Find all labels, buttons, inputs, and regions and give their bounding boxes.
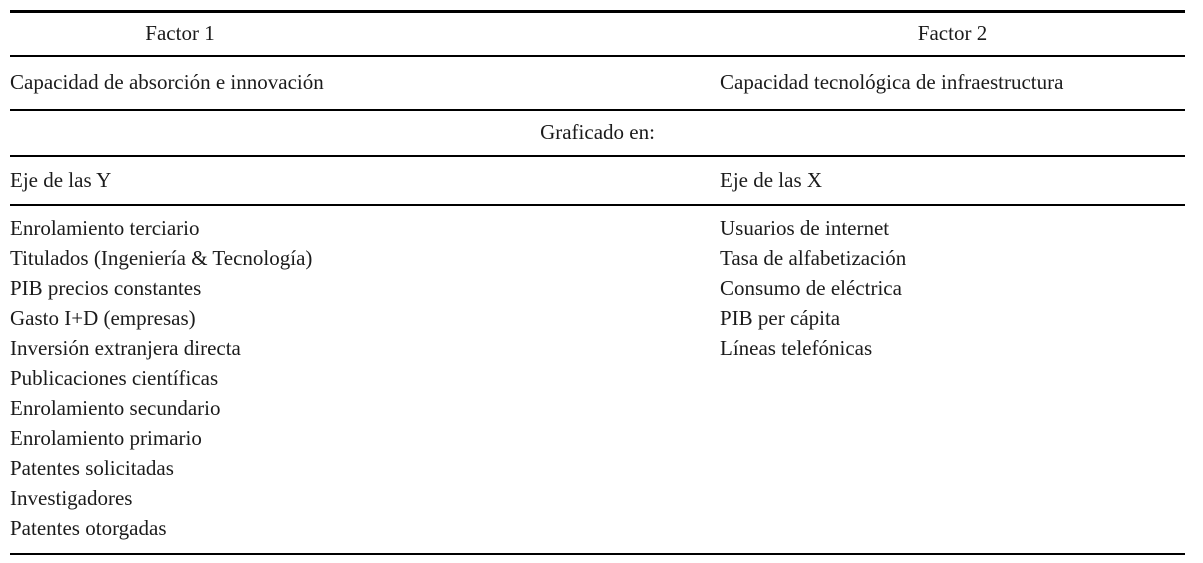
variable-item: Inversión extranjera directa [10,335,241,360]
table-mid-rule [10,203,1185,206]
graficado-label: Graficado en: [540,120,655,144]
variable-item: Publicaciones científicas [10,365,219,390]
table-mid-rule [10,54,1185,57]
variable-item: Enrolamiento primario [10,425,202,450]
variable-item: Enrolamiento secundario [10,395,221,420]
variable-item: Titulados (Ingeniería & Tecnología) [10,245,313,270]
variable-item: Patentes solicitadas [10,455,174,480]
variable-item: PIB precios constantes [10,275,202,300]
factor-name-row: Capacidad de absorción e innovación Capa… [10,57,1185,109]
variable-item: Líneas telefónicas [720,335,873,360]
factor-1-variable-list: Enrolamiento terciario Titulados (Ingenie… [10,213,350,543]
variable-item: Enrolamiento terciario [10,215,200,240]
variable-item: Gasto I+D (empresas) [10,305,196,330]
variable-item: PIB per cápita [720,305,841,330]
variable-item: Tasa de alfabetización [720,245,907,270]
axis-row: Eje de las Y Eje de las X [10,157,1185,204]
table-header-row: Factor 1 Factor 2 [10,13,1185,55]
factor-2-variable-list: Usuarios de internet Tasa de alfabetizaci… [720,213,1185,363]
variable-item: Patentes otorgadas [10,515,167,540]
variables-row: Enrolamiento terciario Titulados (Ingenie… [10,206,1185,553]
variable-item: Usuarios de internet [720,215,890,240]
variable-item: Consumo de eléctrica [720,275,902,300]
table-top-rule [10,10,1185,13]
factor-2-name: Capacidad tecnológica de infraestructura [720,70,1064,94]
table-mid-rule [10,154,1185,157]
factor-1-name: Capacidad de absorción e innovación [10,70,324,94]
header-factor-2: Factor 2 [917,21,988,45]
table-mid-rule [10,108,1185,111]
axis-x-label: Eje de las X [720,167,823,192]
table-bottom-rule [10,552,1185,555]
variable-item: Investigadores [10,485,133,510]
header-factor-1: Factor 1 [145,21,215,45]
axis-y-label: Eje de las Y [10,167,112,192]
factor-table: Factor 1 Factor 2 Capacidad de absorción… [10,10,1185,555]
graficado-row: Graficado en: [10,111,1185,155]
